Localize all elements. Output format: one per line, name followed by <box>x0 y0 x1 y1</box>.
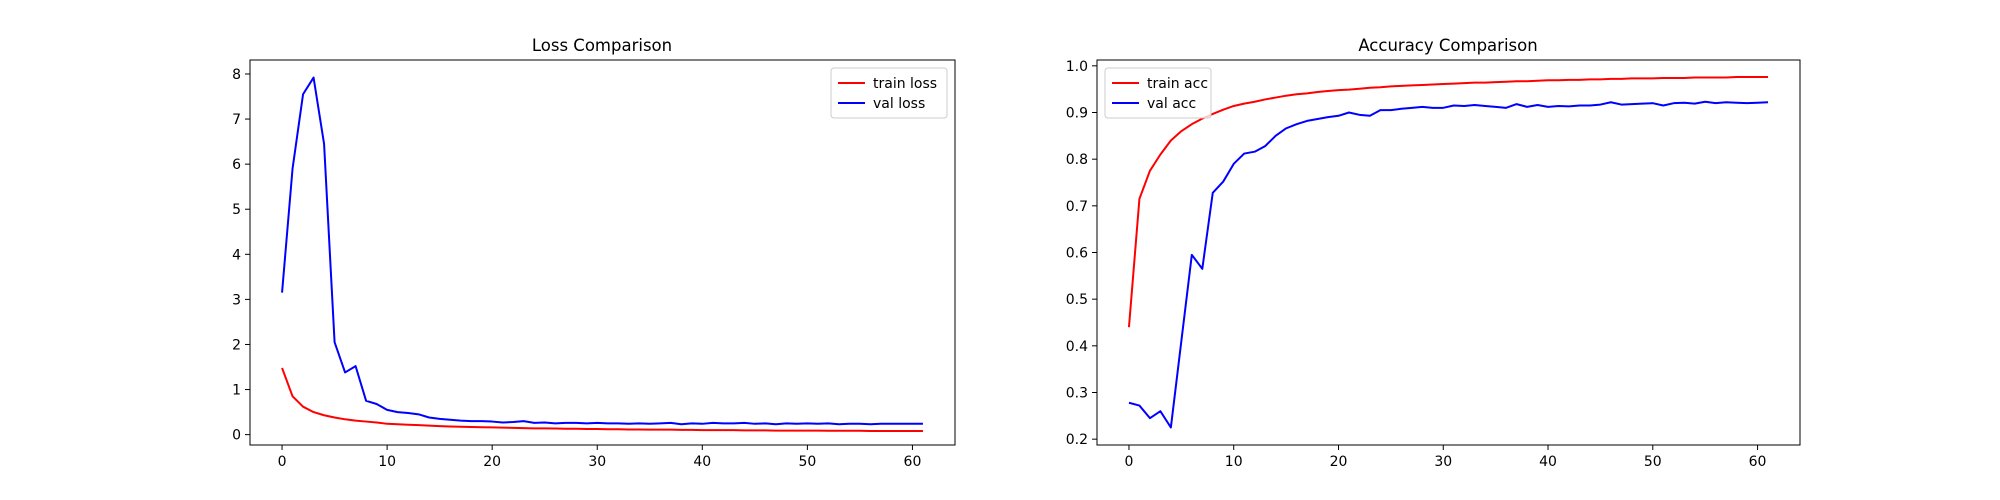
x-tick-label: 20 <box>483 454 501 470</box>
x-tick-label: 20 <box>1330 454 1348 470</box>
y-tick-label: 0.6 <box>1066 246 1088 262</box>
y-tick-label: 0.3 <box>1066 386 1088 402</box>
plot-frame <box>1096 59 1801 446</box>
x-tick-label: 30 <box>588 454 606 470</box>
x-tick-label: 50 <box>1644 454 1662 470</box>
y-tick-label: 0.2 <box>1066 432 1088 448</box>
legend-box <box>830 67 948 119</box>
y-tick-label: 0.9 <box>1066 106 1088 122</box>
x-tick-label: 60 <box>904 454 922 470</box>
loss-comparison-chart: Loss Comparison 0 10 20 30 40 50 60 0 1 2 3 4 5 6 7 8 tr… <box>232 36 956 470</box>
y-tick-label: 0.4 <box>1066 339 1088 355</box>
y-tick-label: 0.5 <box>1066 292 1088 308</box>
y-tick-label: 7 <box>232 112 241 128</box>
y-tick-label: 6 <box>232 157 241 173</box>
x-tick-label: 60 <box>1749 454 1767 470</box>
x-tick-label: 10 <box>378 454 396 470</box>
x-tick-label: 40 <box>693 454 711 470</box>
plot-frame <box>249 59 956 446</box>
legend: train loss val loss <box>830 67 948 119</box>
y-tick-label: 4 <box>232 247 241 263</box>
y-tick-label: 8 <box>232 67 241 83</box>
series-line-train-acc <box>1127 76 1769 328</box>
legend: train acc val acc <box>1104 67 1212 119</box>
series-line-val-acc <box>1128 100 1769 429</box>
x-tick-label: 50 <box>798 454 816 470</box>
legend-label: val loss <box>873 96 925 112</box>
series-line-val-loss <box>281 76 923 426</box>
x-tick-label: 0 <box>1124 454 1133 470</box>
chart-title: Accuracy Comparison <box>1358 36 1537 55</box>
legend-box <box>1104 67 1212 119</box>
y-tick-label: 5 <box>232 202 241 218</box>
y-tick-label: 0.8 <box>1066 152 1088 168</box>
y-tick-label: 0.7 <box>1066 199 1088 215</box>
series-line-train-loss <box>281 367 923 433</box>
y-tick-label: 0 <box>232 428 241 444</box>
y-tick-label: 1.0 <box>1066 59 1088 75</box>
legend-label: train loss <box>873 76 937 92</box>
x-tick-label: 10 <box>1225 454 1243 470</box>
y-tick-label: 3 <box>232 292 241 308</box>
y-tick-label: 1 <box>232 383 241 399</box>
chart-title: Loss Comparison <box>532 36 672 55</box>
accuracy-comparison-chart: Accuracy Comparison 0 10 20 30 40 50 60 0.2 0.3 0… <box>1066 36 1801 470</box>
y-tick-label: 2 <box>232 337 241 353</box>
legend-label: train acc <box>1147 76 1208 92</box>
x-tick-label: 30 <box>1434 454 1452 470</box>
legend-label: val acc <box>1147 96 1196 112</box>
x-tick-label: 40 <box>1539 454 1557 470</box>
x-tick-label: 0 <box>278 454 287 470</box>
